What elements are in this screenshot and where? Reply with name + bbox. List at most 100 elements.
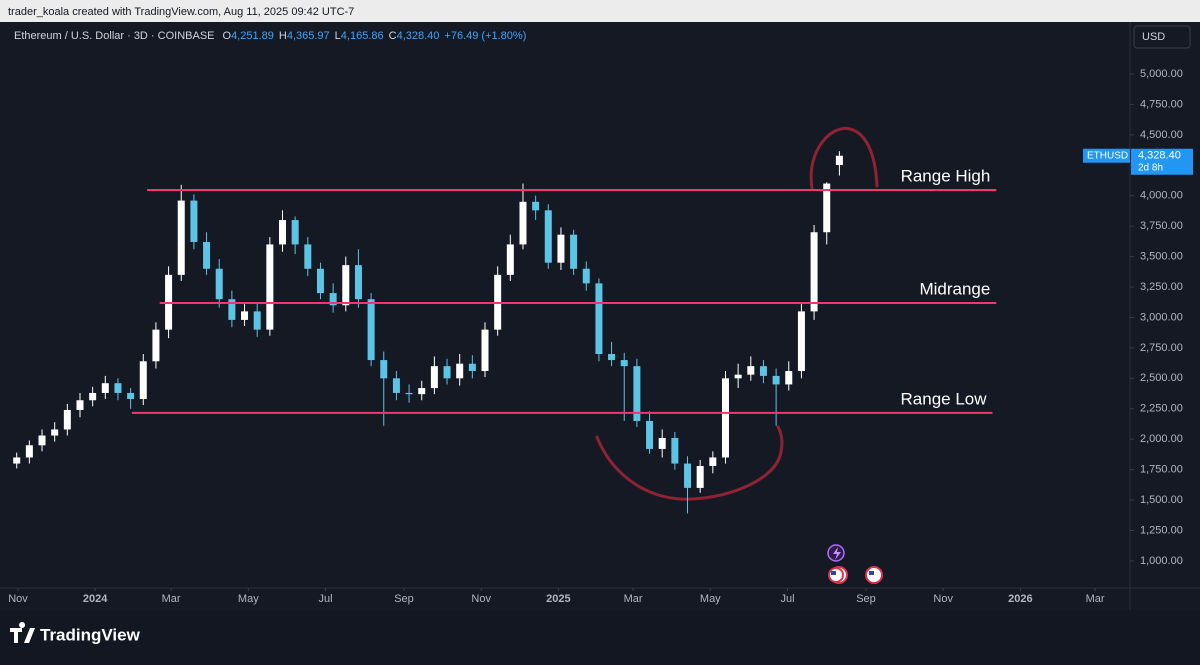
legend-value: 4,365.97 <box>287 30 330 42</box>
y-tick-label: 1,750.00 <box>1140 464 1183 476</box>
candle-body <box>772 375 780 385</box>
currency-box <box>1133 25 1191 49</box>
candle-body <box>25 445 33 458</box>
candle-body <box>342 265 350 306</box>
price-tag-symbol: ETHUSD <box>1087 150 1128 161</box>
x-tick-label: Nov <box>933 593 953 605</box>
price-tag-price: 4,328.40 <box>1138 150 1181 162</box>
candle-body <box>63 409 71 430</box>
legend-key: H <box>279 30 287 42</box>
legend: Ethereum / U.S. Dollar · 3D · COINBASE O4… <box>14 30 526 42</box>
candle-body <box>734 374 742 379</box>
candle-body <box>620 360 628 367</box>
candle-body <box>405 392 413 395</box>
y-tick-label: 4,750.00 <box>1140 98 1183 110</box>
level-label: Range High <box>901 166 991 185</box>
event-bolt <box>833 547 841 560</box>
candle-body <box>203 241 211 269</box>
candle-body <box>481 329 489 372</box>
x-tick-label: Mar <box>1086 593 1105 605</box>
legend-value: 4,165.86 <box>341 30 384 42</box>
candle-body <box>570 234 578 269</box>
annotation-circle-top <box>809 126 879 190</box>
candle-body <box>557 234 565 263</box>
y-tick-label: 3,250.00 <box>1140 281 1183 293</box>
candle-body <box>544 210 552 263</box>
candle-body <box>279 220 286 245</box>
x-tick-label: 2025 <box>546 593 570 605</box>
y-tick-label: 4,500.00 <box>1140 129 1183 141</box>
y-tick-label: 3,750.00 <box>1140 220 1183 232</box>
candle-body <box>101 383 109 393</box>
candle-body <box>354 265 362 300</box>
x-tick-label: Nov <box>8 593 28 605</box>
candle-body <box>380 360 388 379</box>
y-tick-label: 2,500.00 <box>1140 372 1183 384</box>
candle-body <box>89 392 97 401</box>
candle-body <box>228 299 236 320</box>
candle-body <box>114 383 122 393</box>
y-tick-label: 2,750.00 <box>1140 342 1183 354</box>
x-tick-label: Jul <box>780 593 794 605</box>
candle-body <box>785 371 793 385</box>
candle-body <box>759 366 767 376</box>
candle-body <box>456 363 464 379</box>
candle-body <box>418 388 426 395</box>
candle-body <box>215 268 223 300</box>
candle-body <box>721 378 729 458</box>
y-tick-label: 1,250.00 <box>1140 524 1183 536</box>
candle-body <box>266 244 274 330</box>
x-tick-label: Jul <box>319 593 333 605</box>
candle-body <box>304 244 312 269</box>
candle-body <box>241 311 249 320</box>
candle-body <box>76 400 84 410</box>
candle-body <box>190 200 198 242</box>
candle-body <box>506 244 514 275</box>
candle-body <box>684 463 692 488</box>
candle-body <box>747 366 755 375</box>
price-tag-countdown: 2d 8h <box>1138 162 1163 173</box>
candle-body <box>810 232 818 312</box>
candle-body <box>646 420 654 449</box>
candle-body <box>177 200 185 275</box>
level-label: Midrange <box>919 279 990 298</box>
candle-body <box>13 457 21 464</box>
candle-body <box>797 311 805 372</box>
y-tick-label: 2,250.00 <box>1140 403 1183 415</box>
x-tick-label: Sep <box>394 593 414 605</box>
annotation-curve-bottom <box>595 425 784 501</box>
candle-body <box>316 268 324 294</box>
candle-body <box>835 155 843 166</box>
y-tick-label: 4,000.00 <box>1140 190 1183 202</box>
candles <box>13 151 843 514</box>
candle-body <box>696 465 704 488</box>
candle-body <box>291 220 299 245</box>
candle-body <box>139 361 147 400</box>
logo-mark <box>10 622 35 643</box>
candle-body <box>582 268 590 284</box>
y-tick-label: 1,000.00 <box>1140 555 1183 567</box>
price-tag-box <box>1131 148 1193 175</box>
candle-body <box>671 437 679 464</box>
y-tick-label: 3,000.00 <box>1140 311 1183 323</box>
x-tick-label: Nov <box>471 593 491 605</box>
level-label: Range Low <box>901 389 988 408</box>
x-tick-label: Sep <box>856 593 876 605</box>
y-tick-label: 3,500.00 <box>1140 250 1183 262</box>
x-tick-label: May <box>700 593 721 605</box>
candle-body <box>658 437 666 449</box>
x-tick-label: 2026 <box>1008 593 1032 605</box>
candle-body <box>443 366 451 379</box>
symbol: Ethereum / U.S. Dollar · 3D · COINBASE <box>14 30 215 42</box>
candle-body <box>38 435 46 446</box>
candle-body <box>152 329 160 362</box>
candle-body <box>532 201 540 211</box>
candle-body <box>127 392 135 400</box>
candle-body <box>367 299 375 361</box>
y-tick-label: 2,000.00 <box>1140 433 1183 445</box>
x-tick-label: May <box>238 593 259 605</box>
x-tick-label: 2024 <box>83 593 108 605</box>
x-tick-label: Mar <box>162 593 181 605</box>
y-tick-label: 1,500.00 <box>1140 494 1183 506</box>
candle-body <box>329 293 337 306</box>
